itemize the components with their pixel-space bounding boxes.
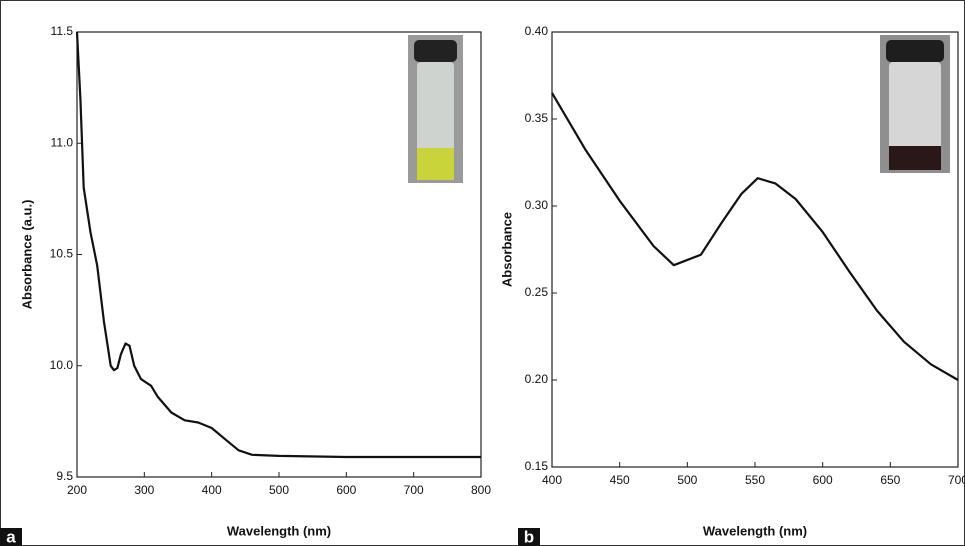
x-tick-label: 450 bbox=[610, 473, 630, 487]
panel-label: b bbox=[524, 527, 534, 546]
data-line bbox=[551, 92, 959, 381]
data-line bbox=[75, 31, 481, 459]
x-tick-label: 550 bbox=[745, 473, 765, 487]
x-tick-label: 650 bbox=[880, 473, 900, 487]
x-tick-label: 700 bbox=[404, 483, 424, 497]
x-tick-label: 700 bbox=[948, 473, 965, 487]
y-axis-title: Absorbance bbox=[499, 212, 514, 287]
y-tick-label: 0.40 bbox=[525, 24, 549, 38]
x-tick-label: 600 bbox=[813, 473, 833, 487]
y-tick-label: 11.0 bbox=[51, 135, 74, 149]
y-tick-label: 0.15 bbox=[525, 459, 549, 473]
x-tick-label: 400 bbox=[542, 473, 562, 487]
panel-label: a bbox=[6, 527, 16, 546]
x-tick-label: 500 bbox=[677, 473, 697, 487]
y-tick-label: 10.0 bbox=[50, 358, 74, 372]
y-tick-label: 0.35 bbox=[525, 111, 549, 125]
x-tick-label: 400 bbox=[202, 483, 222, 497]
y-tick-label: 11.5 bbox=[51, 24, 74, 38]
x-axis-title: Wavelength (nm) bbox=[703, 523, 807, 538]
x-tick-label: 500 bbox=[269, 483, 289, 497]
y-tick-label: 0.20 bbox=[525, 372, 549, 386]
panel-label-box bbox=[518, 528, 540, 546]
y-tick-label: 10.5 bbox=[50, 247, 74, 261]
x-tick-label: 600 bbox=[336, 483, 356, 497]
x-tick-label: 200 bbox=[67, 483, 87, 497]
x-tick-label: 800 bbox=[471, 483, 491, 497]
x-tick-label: 300 bbox=[134, 483, 154, 497]
vial-photo-b bbox=[880, 35, 950, 173]
x-axis-title: Wavelength (nm) bbox=[227, 523, 331, 538]
y-tick-label: 9.5 bbox=[56, 469, 73, 483]
panel-label-box bbox=[0, 528, 22, 546]
y-tick-label: 0.30 bbox=[525, 198, 549, 212]
vial-photo-a bbox=[408, 35, 463, 183]
y-tick-label: 0.25 bbox=[525, 285, 549, 299]
y-axis-title: Absorbance (a.u.) bbox=[19, 200, 34, 310]
